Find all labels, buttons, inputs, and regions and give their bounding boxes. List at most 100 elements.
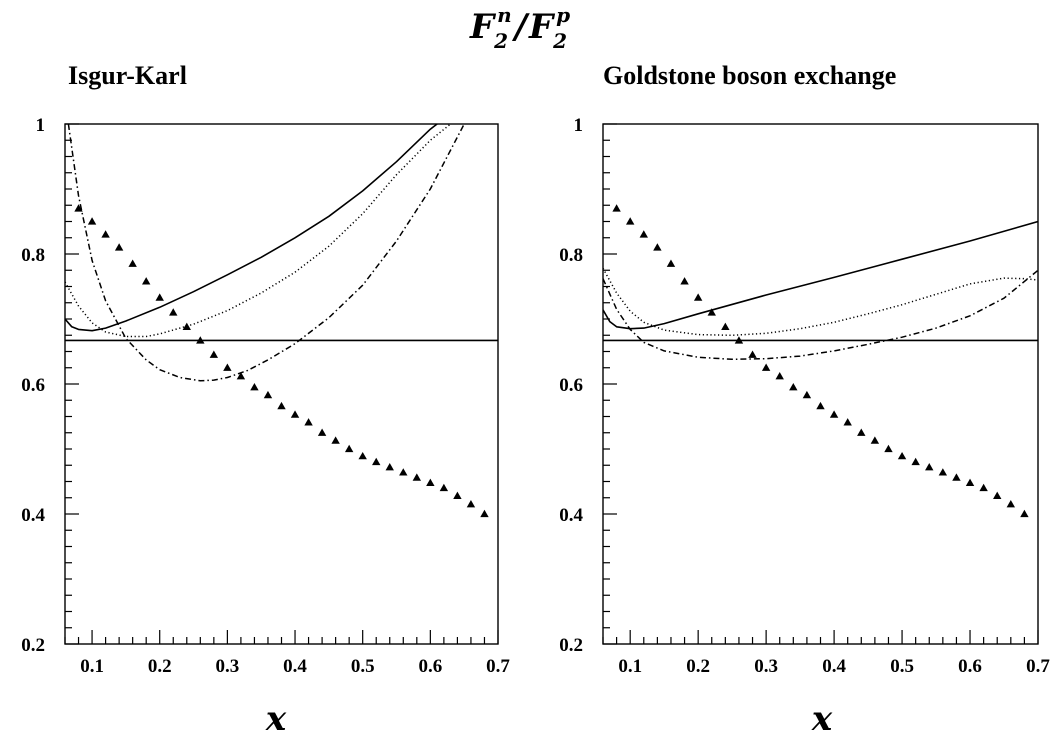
title-sub-2: 2 [552, 29, 567, 53]
data-point-triangle [911, 457, 920, 466]
data-point-triangle [74, 204, 83, 212]
data-point-triangle [372, 457, 381, 466]
data-point-triangle [155, 293, 164, 301]
data-point-triangle [693, 293, 703, 301]
data-point-triangle [331, 436, 340, 444]
data-point-triangle [1020, 509, 1029, 518]
data-point-triangle [666, 259, 676, 267]
data-point-triangle [884, 444, 893, 453]
data-point-triangle [290, 410, 300, 418]
title-sup-p: p [556, 3, 570, 27]
data-point-triangle [209, 350, 219, 358]
data-point-triangle [182, 322, 191, 330]
x-tick-label: 0.3 [754, 656, 778, 677]
data-point-triangle [466, 500, 476, 508]
x-tick-label: 0.7 [1026, 656, 1050, 677]
x-tick-label: 0.3 [216, 656, 240, 677]
data-point-triangle [707, 308, 716, 316]
data-point-triangle [412, 473, 422, 481]
data-point-triangle [639, 230, 648, 238]
data-point-triangle [250, 383, 259, 391]
data-point-triangle [612, 204, 621, 212]
y-tick-label: 0.4 [21, 505, 45, 526]
y-tick-label: 0.2 [21, 635, 45, 656]
data-point-triangle [399, 468, 408, 476]
plot-frame [602, 123, 1039, 645]
title-slash: / [512, 7, 531, 47]
data-point-triangle [385, 463, 394, 471]
x-tick-label: 0.1 [80, 656, 104, 677]
data-point-triangle [734, 336, 744, 344]
data-point-triangle [761, 363, 771, 371]
data-point-triangle [979, 483, 988, 492]
data-point-triangle [653, 243, 662, 251]
y-tick-label: 0.8 [559, 245, 583, 266]
data-point-triangle [263, 390, 273, 399]
data-point-triangle [938, 468, 948, 476]
x-axis-label-isgur-karl: x [265, 699, 287, 732]
data-point-triangle [843, 418, 852, 426]
panel-isgur-karl: Isgur-Karl x 0.1 0.2 0.3 0.4 0.5 0.6 0.7 0.2 0.4… [21, 61, 510, 732]
panel-goldstone: Goldstone boson exchange x 0.1 0.2 0.3 0.4 0… [559, 61, 1050, 732]
data-point-triangle [721, 322, 730, 330]
data-point-triangle [925, 463, 934, 471]
data-point-triangle [480, 509, 489, 518]
data-point-triangle [236, 372, 246, 380]
title-f2: F [528, 7, 556, 47]
data-point-triangle [952, 473, 961, 481]
x-tick-label: 0.6 [418, 656, 442, 677]
data-point-triangle [128, 259, 137, 267]
data-point-triangle [277, 401, 286, 410]
data-point-triangle [1006, 500, 1016, 508]
y-tick-label: 0.6 [21, 375, 45, 396]
data-point-triangle [680, 277, 689, 285]
panel-title-isgur-karl: Isgur-Karl [68, 61, 187, 90]
data-point-triangle [114, 243, 124, 251]
y-tick-label: 1 [574, 115, 584, 136]
data-point-triangle [965, 478, 975, 486]
data-point-triangle [857, 428, 866, 436]
series-line-dotted [65, 124, 452, 338]
data-point-triangle [426, 478, 435, 486]
plot-area [65, 124, 465, 382]
data-point-triangle [802, 390, 812, 399]
data-point-triangle [870, 436, 880, 444]
y-tick-label: 0.2 [559, 635, 583, 656]
data-point-triangle [625, 217, 635, 225]
series-line-solid [65, 124, 438, 332]
y-tick-label: 0.4 [559, 505, 583, 526]
data-point-triangle [748, 350, 757, 358]
plot-frame [64, 123, 499, 645]
y-tick-label: 0.6 [559, 375, 583, 396]
y-tick-label: 0.8 [21, 245, 45, 266]
x-tick-label: 0.1 [618, 656, 642, 677]
plot-area [603, 220, 1038, 361]
x-tick-label: 0.6 [958, 656, 982, 677]
data-point-triangle [304, 418, 313, 426]
x-tick-label: 0.2 [686, 656, 710, 677]
data-point-triangle [789, 383, 798, 391]
series-line-dashdot [67, 124, 465, 382]
data-point-triangle [87, 217, 97, 225]
data-point-triangle [223, 363, 232, 371]
data-point-triangle [453, 491, 462, 499]
data-point-triangle [993, 491, 1002, 499]
title-sub-1: 2 [493, 29, 508, 53]
data-point-triangle [101, 230, 110, 238]
title-sup-n: n [497, 3, 512, 27]
x-tick-label: 0.5 [351, 656, 375, 677]
y-tick-label: 1 [36, 115, 46, 136]
data-point-triangle [169, 308, 178, 316]
x-tick-label: 0.2 [148, 656, 172, 677]
data-point-triangle [196, 336, 205, 344]
data-point-triangle [317, 428, 327, 436]
data-point-triangle [816, 401, 825, 410]
figure-title: F2n/F2p [469, 3, 570, 53]
panel-title-goldstone: Goldstone boson exchange [603, 61, 896, 90]
x-tick-label: 0.7 [486, 656, 510, 677]
x-tick-label: 0.4 [283, 656, 307, 677]
x-tick-label: 0.4 [822, 656, 846, 677]
data-point-triangle [358, 451, 367, 460]
x-tick-label: 0.5 [890, 656, 914, 677]
